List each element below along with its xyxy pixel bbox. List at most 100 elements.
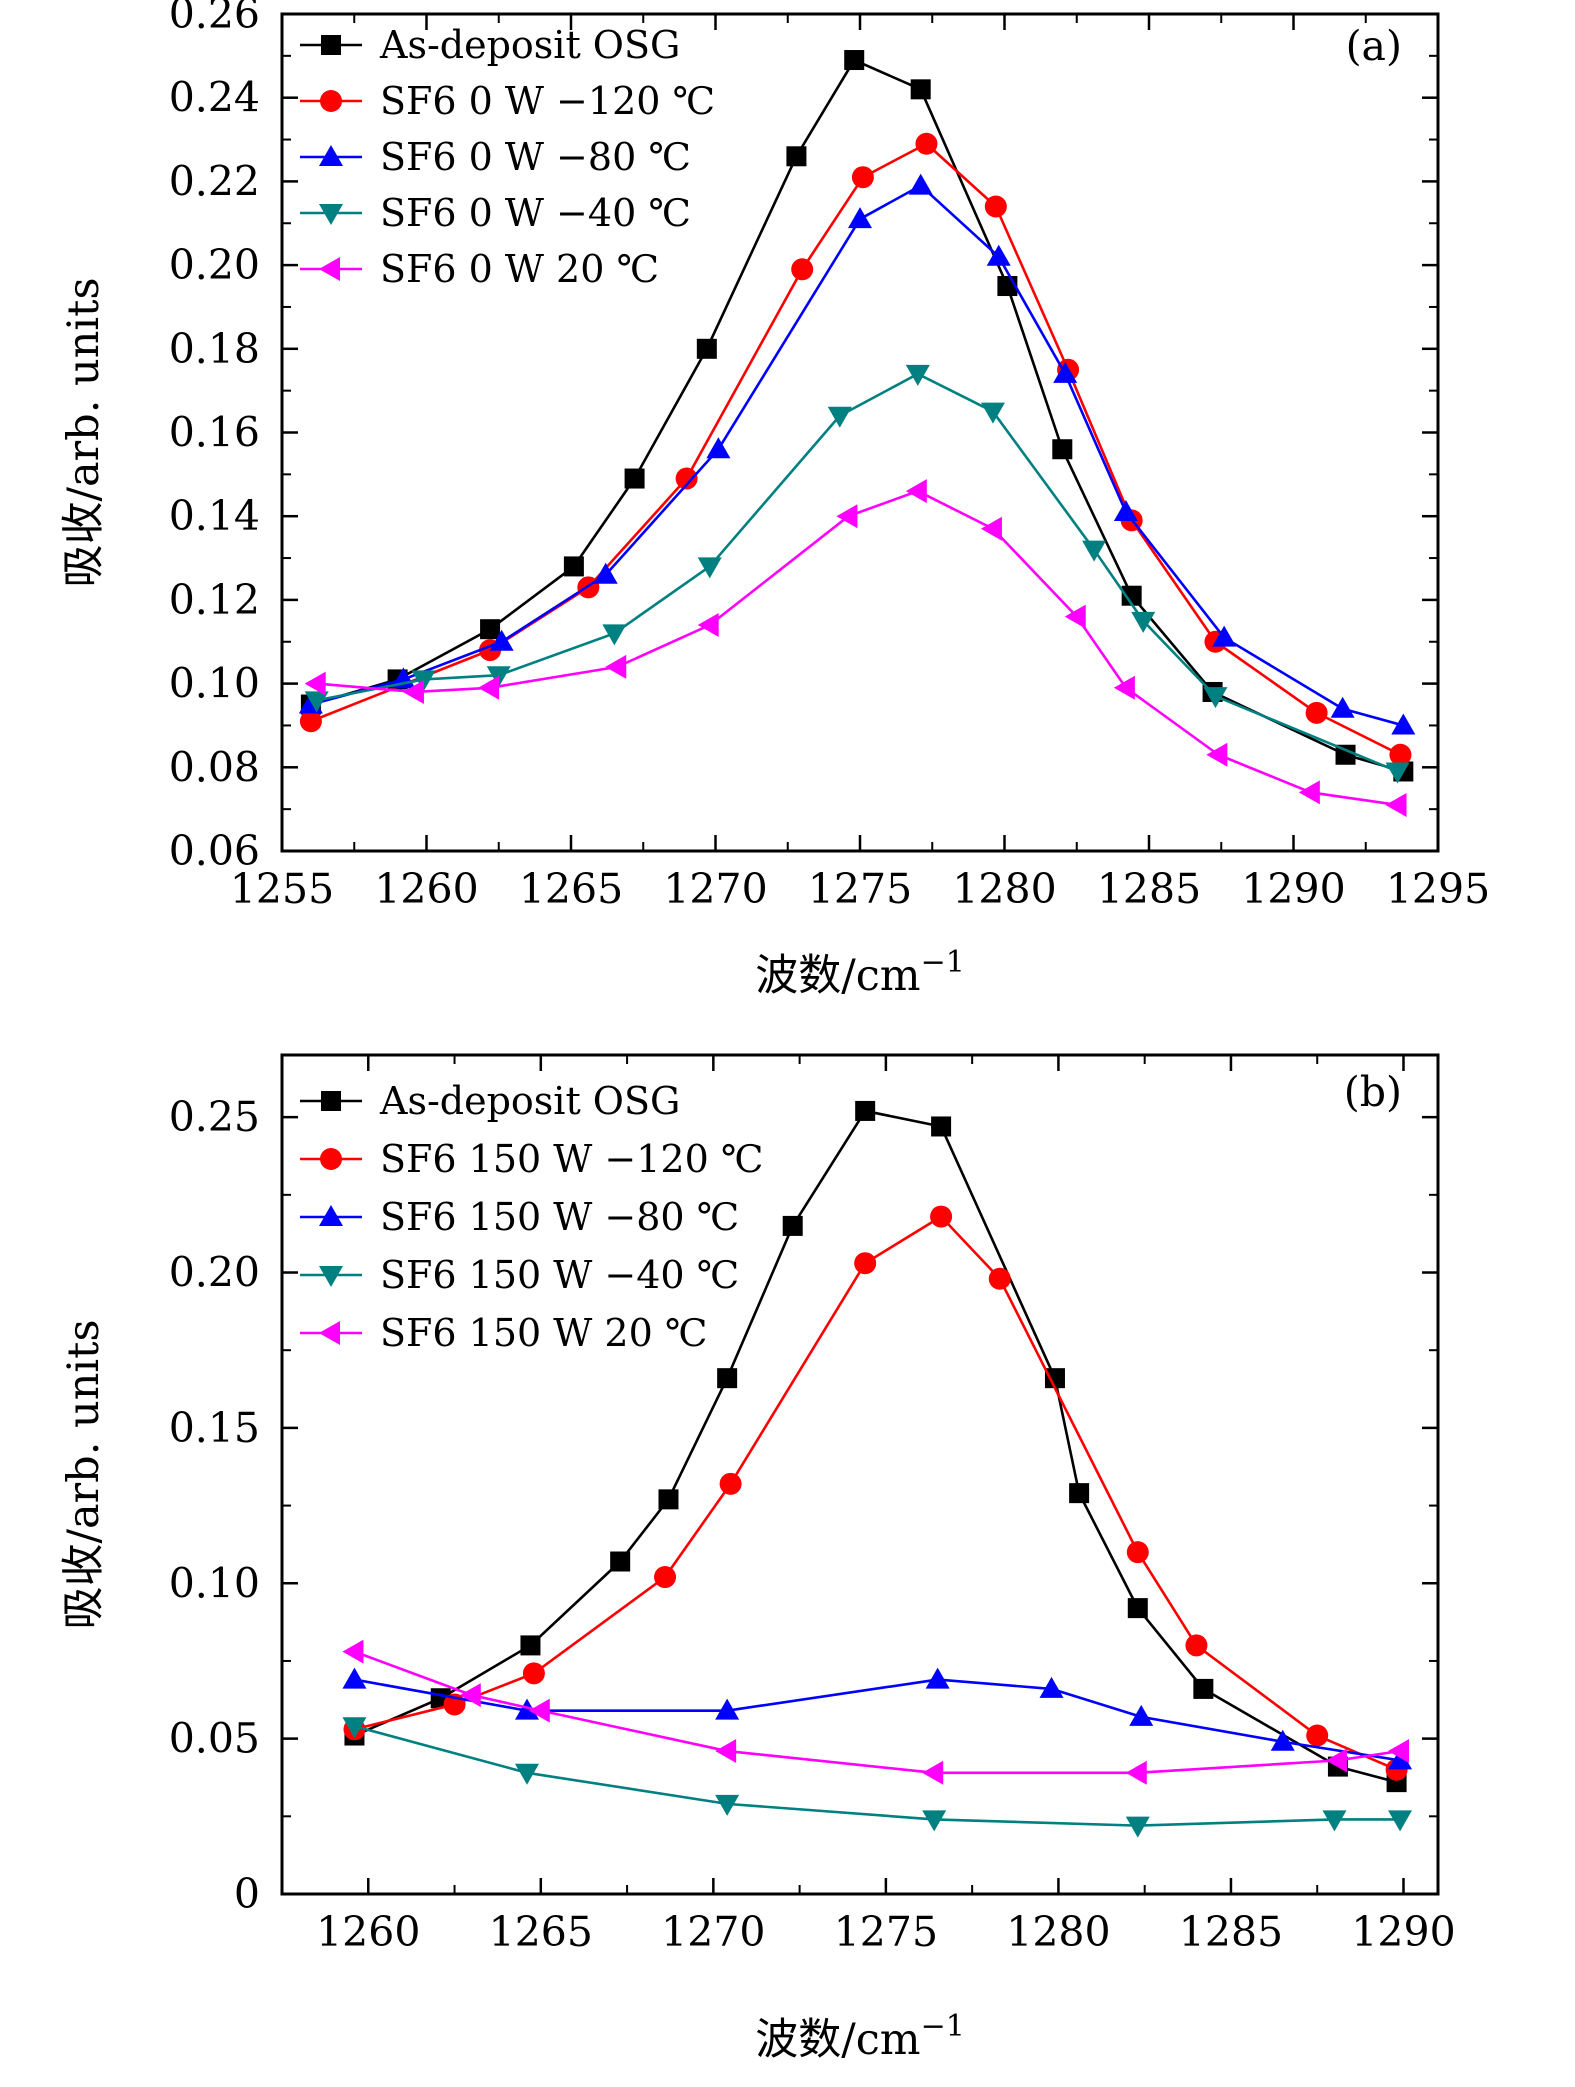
panel-a-legend-marker	[320, 90, 342, 112]
panel-b-legend-label: SF6 150 W −80 ℃	[380, 1195, 739, 1239]
panel-b-series-line	[354, 1678, 1401, 1762]
panel-b-x-tick-label: 1265	[489, 1908, 593, 1956]
panel-a-data-point	[1212, 625, 1237, 647]
panel-a-data-point	[1121, 585, 1142, 606]
panel-a-data-point	[1064, 604, 1086, 629]
panel-b-legend-marker	[321, 1091, 341, 1111]
panel-a-data-point	[593, 562, 618, 584]
panel-a-series-4	[304, 479, 1407, 817]
panel-a-y-tick-label: 0.24	[169, 74, 260, 122]
panel-a-x-tick-label: 1295	[1386, 865, 1490, 913]
panel-b-data-point	[658, 1489, 679, 1510]
panel-b-data-point	[654, 1566, 677, 1589]
panel-a-data-point	[1335, 744, 1356, 765]
panel-b-x-axis-title-main: 波数/cm	[755, 2015, 920, 2065]
panel-a-data-point	[905, 364, 930, 386]
panel-a-data-point	[905, 479, 927, 504]
panel-a-legend: As-deposit OSG SF6 0 W −120 ℃ SF6 0 W −80 …	[300, 23, 715, 291]
panel-a-legend-marker	[319, 145, 343, 166]
panel-a-legend-label: As-deposit OSG	[379, 23, 680, 67]
panel-a-series-line	[310, 142, 1402, 756]
panel-b-chart: 1260 1265 1270 1275 1280 1285 1290 0 0.05 0.10 0.1…	[59, 1053, 1456, 2065]
panel-a-data-point	[836, 504, 858, 529]
panel-a-x-axis-title: 波数/cm−1	[755, 945, 965, 1001]
panel-a-data-point	[986, 244, 1011, 266]
panel-a-y-axis-title: 吸收/arb. units	[59, 277, 109, 587]
panel-b-series-2	[342, 1667, 1413, 1770]
panel-a-legend-marker	[321, 35, 341, 55]
panel-a-x-tick-label: 1255	[230, 865, 334, 913]
panel-a-legend-label: SF6 0 W −80 ℃	[380, 135, 691, 179]
panel-a-data-point	[851, 166, 874, 189]
panel-b-legend: As-deposit OSG SF6 150 W −120 ℃ SF6 150 W …	[300, 1079, 763, 1355]
panel-a-data-point	[915, 132, 938, 155]
panel-b-data-point	[515, 1698, 540, 1720]
panel-b-legend-label: SF6 150 W −40 ℃	[380, 1253, 739, 1297]
panel-b-y-tick-label: 0.20	[169, 1249, 260, 1297]
panel-a-x-tick-label: 1265	[519, 865, 623, 913]
panel-a-y-tick-label: 0.12	[169, 576, 260, 624]
panel-b-data-point	[1322, 1810, 1347, 1832]
panel-b-data-point	[459, 1683, 481, 1708]
panel-a-y-tick-label: 0.06	[169, 827, 260, 875]
panel-b-data-point	[342, 1639, 364, 1664]
panel-a-x-tick-label: 1290	[1241, 865, 1345, 913]
panel-a-x-axis-title-main: 波数/cm	[755, 951, 920, 1001]
panel-b-data-point	[854, 1252, 877, 1275]
panel-a-data-point	[696, 338, 717, 359]
panel-b-data-point	[988, 1267, 1011, 1290]
panel-a-data-point	[1385, 792, 1407, 817]
panel-a-data-point	[480, 619, 501, 640]
panel-a-data-point	[1113, 675, 1135, 700]
panel-b-legend-marker	[319, 1266, 343, 1287]
panel-b-data-point	[715, 1739, 737, 1764]
panel-b-data-point	[922, 1810, 947, 1832]
panel-a-data-point	[1298, 780, 1320, 805]
panel-b-data-point	[1306, 1724, 1329, 1747]
panel-a-data-point	[980, 516, 1002, 541]
panel-b-data-point	[925, 1667, 950, 1689]
panel-a-x-tick-label: 1260	[374, 865, 478, 913]
panel-a-data-point	[1082, 540, 1107, 562]
panel-a-data-point	[1385, 762, 1410, 784]
panel-a-data-point	[980, 402, 1005, 424]
panel-a-data-point	[489, 629, 514, 651]
panel-a-data-point	[478, 675, 500, 700]
panel-a-data-point	[304, 691, 329, 713]
panel-a-legend-label: SF6 0 W −40 ℃	[380, 191, 691, 235]
panel-b-legend-marker	[319, 1205, 343, 1226]
panel-b-data-point	[1126, 1541, 1149, 1564]
panel-b-data-point	[1127, 1598, 1148, 1619]
panel-b-data-point	[1193, 1678, 1214, 1699]
panel-b-data-point	[1125, 1760, 1147, 1785]
panel-a-series-line	[316, 489, 1398, 807]
panel-b-data-point	[1388, 1810, 1413, 1832]
panel-b-x-axis-title: 波数/cm−1	[755, 2009, 965, 2065]
panel-a-x-axis-title-sup: −1	[921, 945, 965, 980]
panel-a-y-tick-label: 0.08	[169, 743, 260, 791]
panel-b-x-axis-title-sup: −1	[921, 2009, 965, 2044]
panel-b-data-point	[715, 1794, 740, 1816]
panel-b-data-point	[1069, 1483, 1090, 1504]
panel-a-data-point	[1052, 439, 1073, 460]
panel-b-legend-label: SF6 150 W 20 ℃	[380, 1311, 707, 1355]
panel-b-data-point	[515, 1763, 540, 1785]
panel-b-data-point	[1325, 1748, 1347, 1773]
panel-b-x-tick-label: 1270	[661, 1908, 765, 1956]
panel-b-y-tick-label: 0.10	[169, 1559, 260, 1607]
panel-b-data-point	[1125, 1816, 1150, 1838]
panel-b-y-tick-label: 0.05	[169, 1715, 260, 1763]
panel-a-legend-marker	[319, 257, 340, 281]
panel-a-data-point	[984, 195, 1007, 218]
panel-a-y-tick-label: 0.20	[169, 241, 260, 289]
panel-b-legend-marker	[320, 1148, 342, 1170]
panel-a-data-point	[624, 468, 645, 489]
panel-b-data-point	[782, 1215, 803, 1236]
panel-b-data-point	[717, 1368, 738, 1389]
panel-a-data-point	[848, 207, 872, 229]
panel-b-data-point	[1388, 1739, 1410, 1764]
panel-b-x-tick-label: 1285	[1179, 1908, 1283, 1956]
panel-b-data-point	[522, 1662, 545, 1685]
panel-a-y-tick-label: 0.18	[169, 325, 260, 373]
